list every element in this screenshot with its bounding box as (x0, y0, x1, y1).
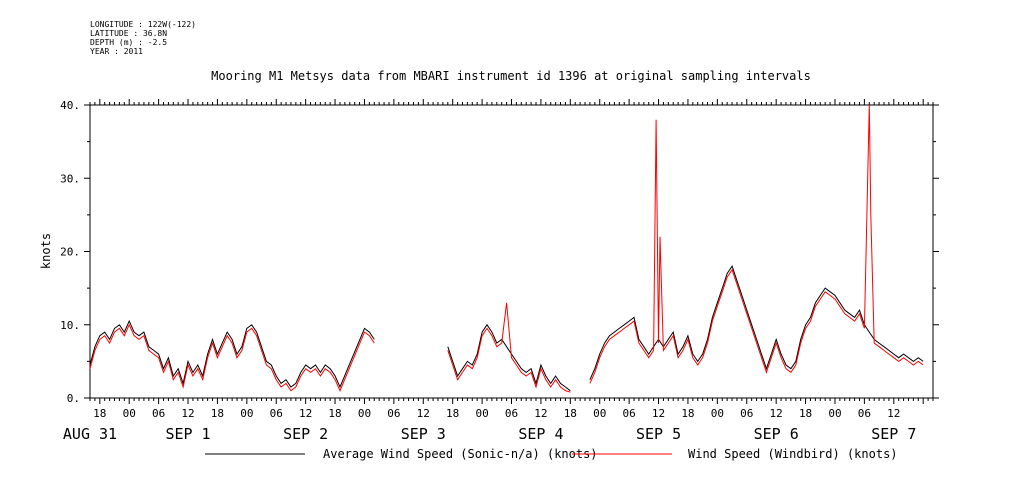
x-hour-label: 00 (475, 407, 488, 420)
x-hour-label: 18 (328, 407, 341, 420)
x-hour-label: 12 (652, 407, 665, 420)
x-hour-label: 12 (181, 407, 194, 420)
x-hour-label: 18 (564, 407, 577, 420)
x-hour-label: 00 (240, 407, 253, 420)
legend-label-windbird: Wind Speed (Windbird) (knots) (688, 447, 898, 461)
chart-title: Mooring M1 Metsys data from MBARI instru… (211, 69, 811, 83)
series-windbird-line (447, 302, 571, 393)
series-layer (89, 104, 924, 393)
x-date-label: SEP 3 (401, 425, 446, 443)
x-hour-label: 06 (740, 407, 753, 420)
legend-label-average: Average Wind Speed (Sonic-n/a) (knots) (323, 447, 598, 461)
y-tick-label: 10. (60, 319, 80, 332)
x-hour-label: 00 (711, 407, 724, 420)
x-hour-label: 00 (593, 407, 606, 420)
x-hour-label: 18 (446, 407, 459, 420)
x-hour-label: 00 (123, 407, 136, 420)
x-date-label: SEP 4 (518, 425, 563, 443)
x-hour-label: 12 (887, 407, 900, 420)
year-text: YEAR : 2011 (90, 47, 143, 56)
latitude-text: LATITUDE : 36.8N (90, 29, 168, 38)
y-tick-label: 30. (60, 172, 80, 185)
series-average-wind-line (589, 264, 924, 380)
x-hour-label: 12 (534, 407, 547, 420)
x-hour-label: 00 (828, 407, 841, 420)
x-hour-label: 12 (299, 407, 312, 420)
x-hour-label: 12 (417, 407, 430, 420)
y-axis: 0. 10. 20. 30. 40. (60, 99, 939, 405)
longitude-text: LONGITUDE : 122W(-122) (90, 20, 196, 29)
x-hour-label: 06 (858, 407, 871, 420)
x-date-label: SEP 5 (636, 425, 681, 443)
x-hour-label: 06 (270, 407, 283, 420)
x-hour-label: 18 (681, 407, 694, 420)
y-tick-label: 40. (60, 99, 80, 112)
x-hour-label: 06 (505, 407, 518, 420)
y-tick-label: 0. (67, 392, 80, 405)
x-hour-label: 00 (358, 407, 371, 420)
x-hour-label: 18 (93, 407, 106, 420)
x-hour-label: 18 (211, 407, 224, 420)
x-hour-label: 06 (152, 407, 165, 420)
x-date-label: SEP 7 (871, 425, 916, 443)
y-tick-label: 20. (60, 246, 80, 259)
x-hour-label: 06 (623, 407, 636, 420)
series-windbird-line (89, 323, 375, 392)
x-date-label: SEP 6 (754, 425, 799, 443)
x-hour-label: 06 (387, 407, 400, 420)
series-windbird-line (589, 104, 924, 384)
y-axis-label: knots (39, 233, 53, 269)
series-average-wind-line (447, 323, 571, 392)
depth-text: DEPTH (m) : -2.5 (90, 38, 168, 47)
x-date-label: SEP 1 (165, 425, 210, 443)
metadata-block: LONGITUDE : 122W(-122) LATITUDE : 36.8N … (90, 20, 196, 56)
legend: Average Wind Speed (Sonic-n/a) (knots) W… (205, 447, 898, 461)
x-axis: 18 00 06 12 18 00 06 12 18 00 06 12 18 00 06 12 18 00 06 12… (63, 99, 934, 443)
series-average-wind-line (89, 319, 375, 389)
x-hour-label: 18 (799, 407, 812, 420)
x-date-label: SEP 2 (283, 425, 328, 443)
x-date-label: AUG 31 (63, 425, 117, 443)
x-hour-label: 12 (770, 407, 783, 420)
